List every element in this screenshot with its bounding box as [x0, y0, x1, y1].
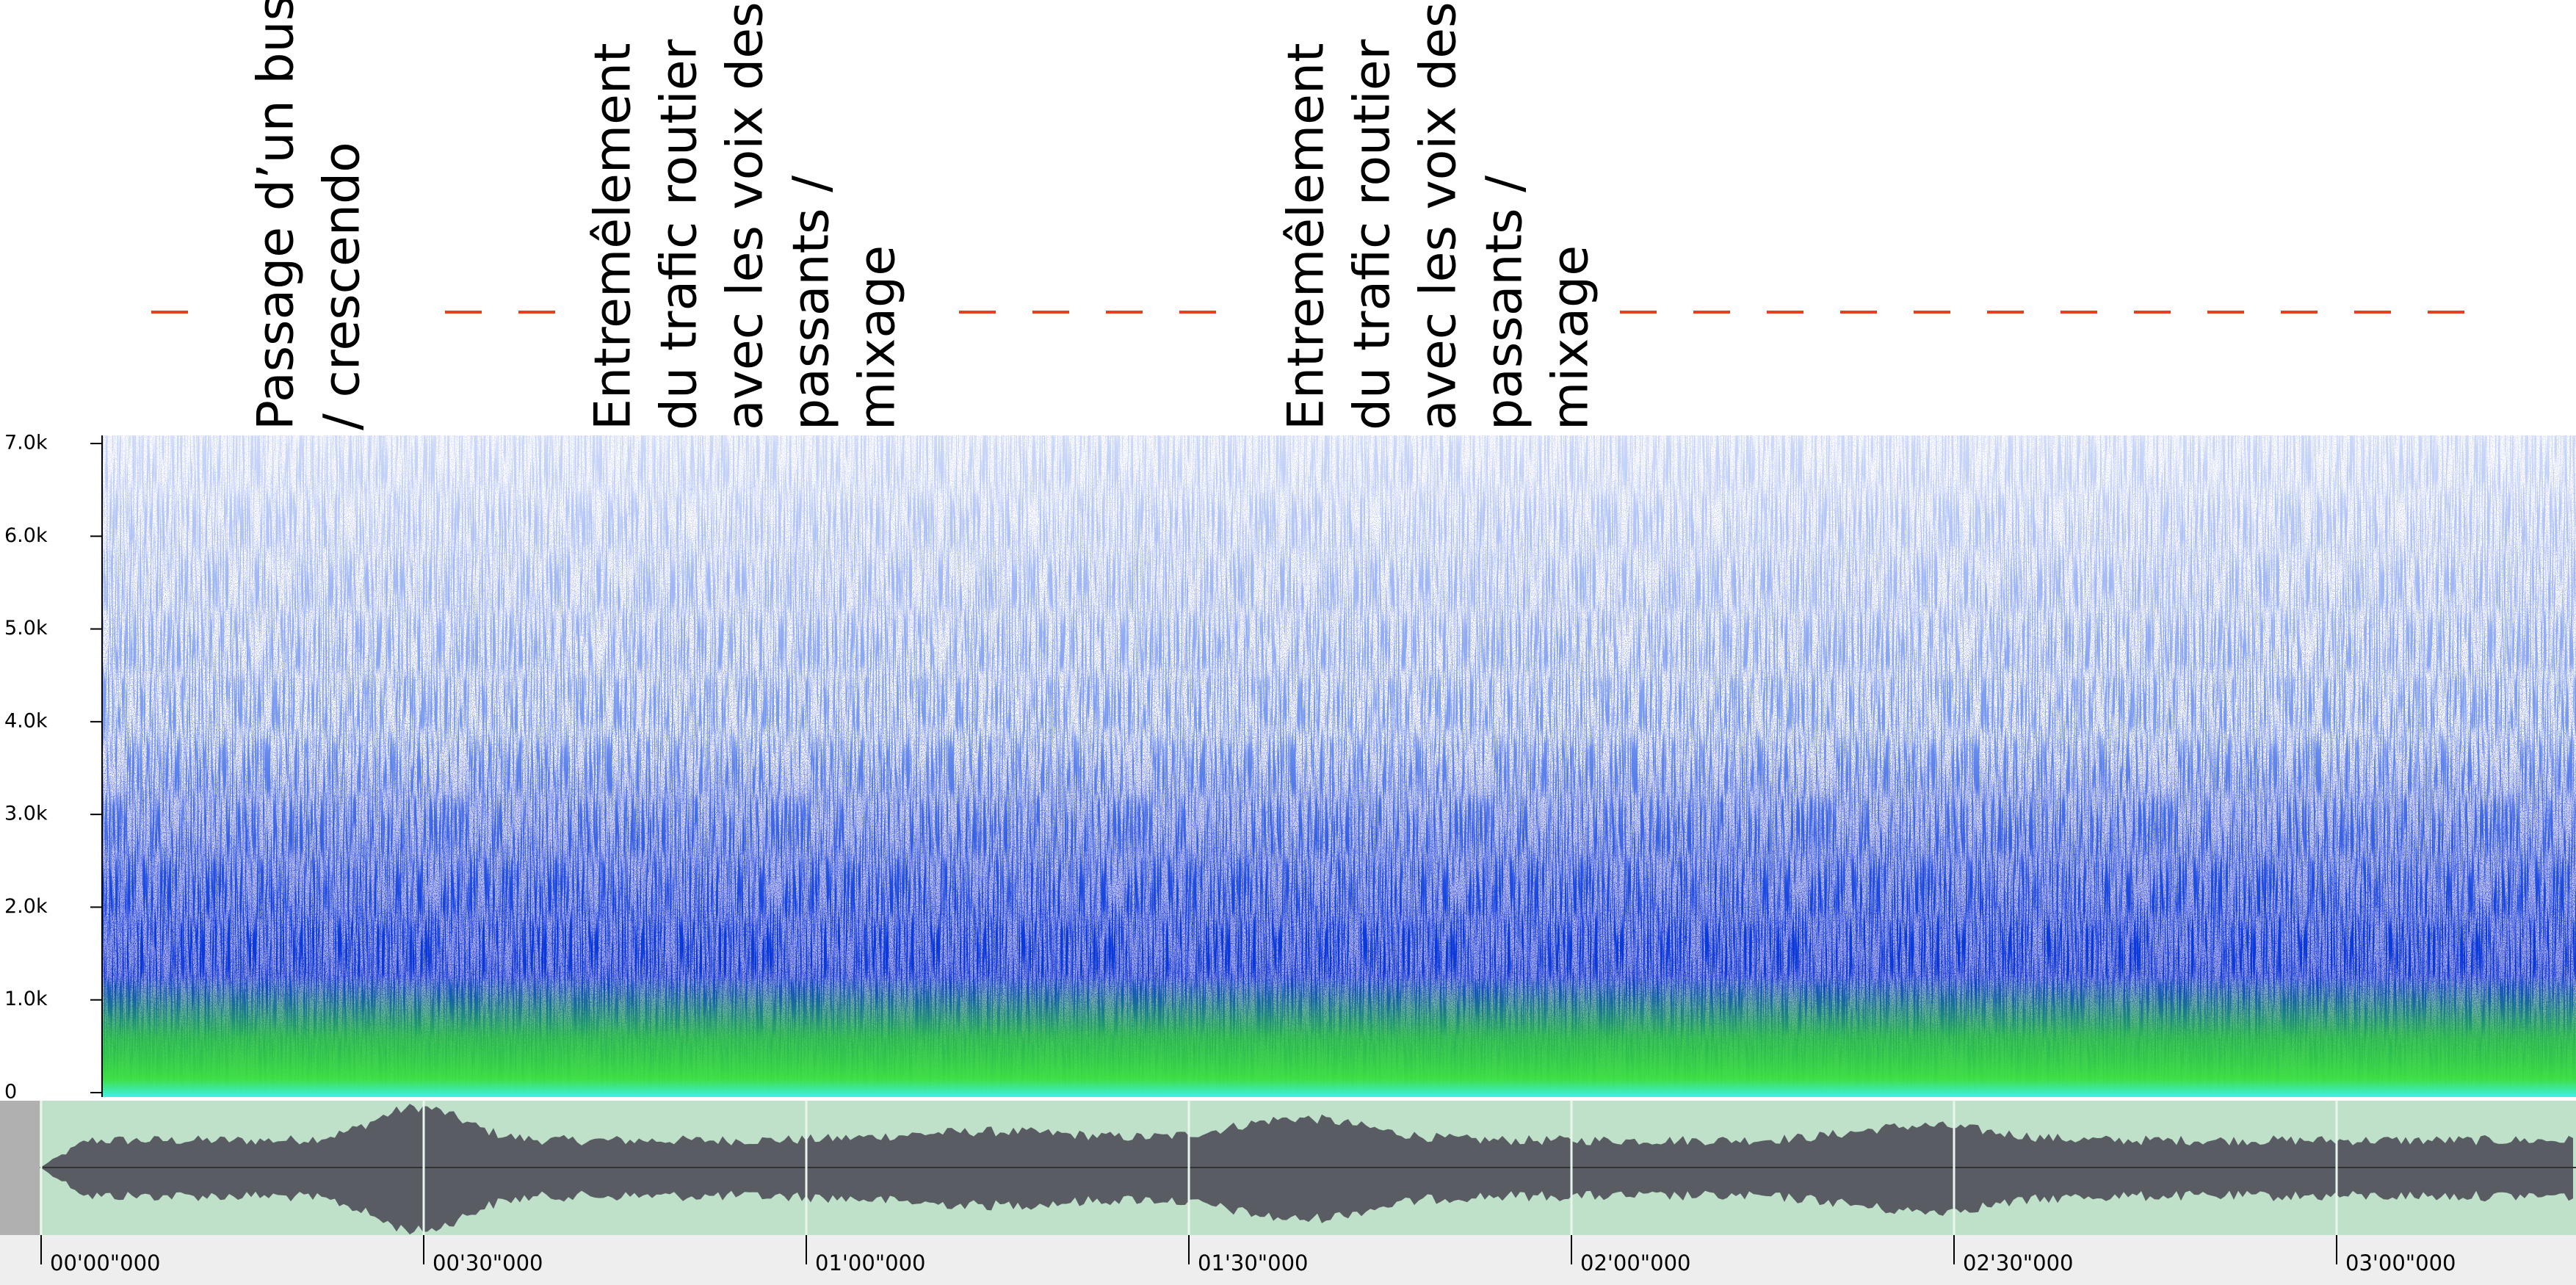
annotation: Entremêlement: [585, 43, 643, 430]
frequency-label: 3.0k: [4, 803, 48, 825]
annotation: mixage: [1542, 245, 1600, 430]
time-label: 00'30"000: [433, 1250, 543, 1275]
annotation: du trafic routier: [651, 39, 709, 430]
annotation: Entremêlement: [1278, 43, 1336, 430]
time-label: 02'30"000: [1963, 1250, 2073, 1275]
time-label: 01'30"000: [1198, 1250, 1308, 1275]
time-label: 03'00"000: [2345, 1250, 2456, 1275]
annotation: du trafic routier: [1344, 39, 1402, 430]
time-ruler: [0, 1235, 2576, 1285]
annotation: Passage d’un bus: [247, 0, 305, 430]
annotation: / crescendo: [314, 142, 372, 430]
annotation: avec les voix des: [717, 1, 775, 430]
annotation: passants /: [1476, 175, 1534, 430]
frequency-label: 7.0k: [4, 432, 48, 455]
frequency-label: 5.0k: [4, 617, 48, 640]
spectrogram: [101, 435, 2576, 1097]
time-label: 02'00"000: [1580, 1250, 1690, 1275]
frequency-label: 1.0k: [4, 988, 48, 1010]
annotation: passants /: [783, 175, 841, 430]
annotation: avec les voix des: [1410, 1, 1468, 430]
frequency-label: 4.0k: [4, 709, 48, 732]
time-label: 01'00"000: [815, 1250, 925, 1275]
frequency-label: 6.0k: [4, 524, 48, 547]
annotation: mixage: [849, 245, 907, 430]
frequency-label: 2.0k: [4, 895, 48, 918]
time-label: 00'00"000: [50, 1250, 160, 1275]
frequency-label: 0: [4, 1081, 17, 1104]
waveform: [40, 1104, 2573, 1235]
